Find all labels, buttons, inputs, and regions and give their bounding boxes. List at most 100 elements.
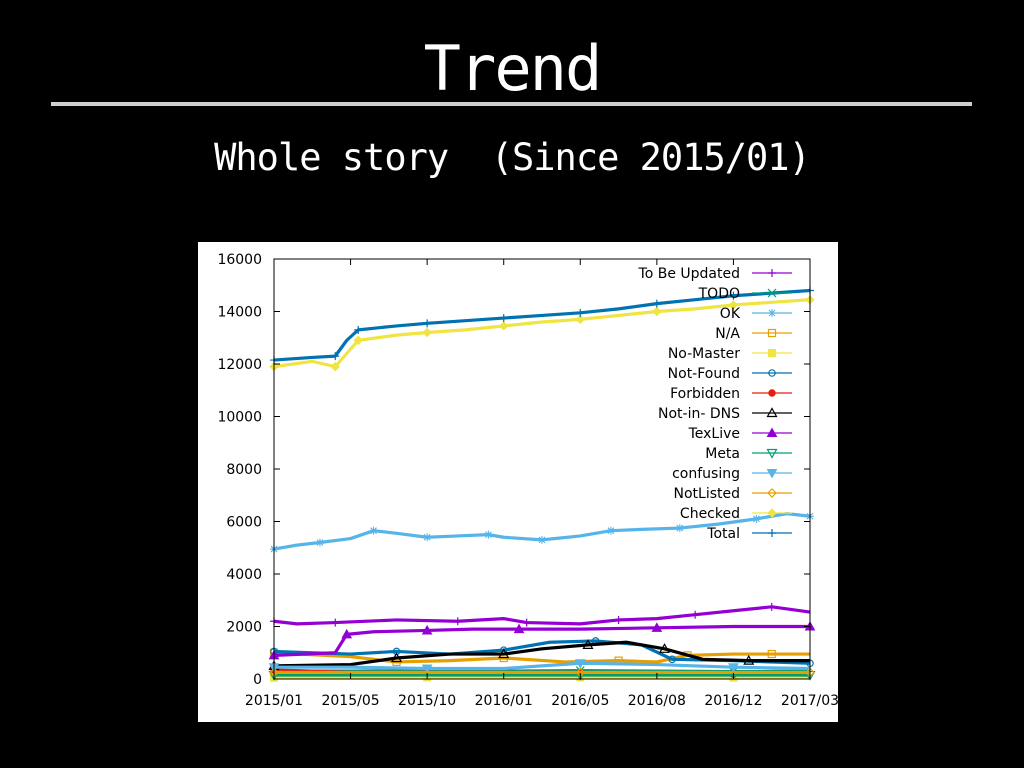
series-total: [270, 286, 814, 365]
legend-item: To Be Updated: [638, 266, 792, 282]
series-to-be-updated: [270, 602, 811, 627]
y-tick-label: 10000: [217, 410, 262, 426]
star-marker: [752, 514, 761, 523]
star-marker: [675, 524, 684, 533]
star-marker: [606, 526, 615, 535]
plus-marker: [453, 617, 462, 626]
x-tick-label: 2017/03: [781, 693, 838, 709]
diamond-marker: [575, 314, 585, 325]
legend-label: No-Master: [668, 346, 740, 362]
y-tick-label: 4000: [226, 567, 262, 583]
star-marker: [484, 530, 493, 539]
legend-item: N/A: [715, 326, 792, 342]
legend-item: Checked: [680, 506, 792, 522]
title-divider: [51, 102, 972, 106]
star-marker: [538, 535, 546, 544]
triangle-down-marker: [574, 659, 586, 669]
series-line: [273, 624, 810, 657]
plus-marker: [522, 618, 531, 627]
y-tick-label: 14000: [217, 305, 262, 321]
diamond-marker: [652, 306, 662, 317]
x-tick-label: 2016/05: [551, 693, 609, 709]
y-tick-label: 16000: [217, 252, 262, 268]
triangle-marker: [651, 622, 663, 632]
triangle-marker: [743, 654, 755, 665]
x-tick-label: 2015/05: [321, 693, 379, 709]
plus-marker: [499, 314, 508, 323]
legend-label: Not-in- DNS: [658, 406, 740, 422]
legend-item: NotListed: [674, 486, 792, 502]
star-marker: [423, 533, 432, 542]
triangle-marker: [498, 648, 510, 659]
axis-ticks-group: 0 2000 4000 6000 8000 10000 12000 14000 16000 201…: [217, 252, 838, 709]
legend: To Be Updated TODO OK N/A No-Master Not-Found…: [638, 266, 792, 542]
chart-canvas: 0 2000 4000 6000 8000 10000 12000 14000 16000 201…: [217, 252, 838, 709]
legend-item: Forbidden: [670, 386, 792, 402]
x-tick-label: 2016/01: [475, 693, 533, 709]
legend-item: OK: [720, 306, 792, 322]
diamond-marker: [353, 335, 363, 346]
circle-marker: [668, 655, 676, 664]
triangle-marker: [390, 652, 403, 663]
legend-item: Meta: [705, 446, 792, 462]
star-marker: [369, 526, 378, 535]
series-not-found: [270, 637, 814, 668]
legend-label: Forbidden: [670, 386, 740, 402]
legend-item: Not-Found: [668, 366, 792, 382]
legend-item: Total: [706, 526, 792, 542]
legend-label: NotListed: [674, 486, 741, 502]
legend-label: Total: [706, 526, 740, 542]
plus-marker: [331, 352, 340, 361]
plot-series-group: [268, 286, 816, 682]
legend-label: Checked: [680, 506, 740, 522]
plus-marker: [652, 299, 661, 308]
legend-label: confusing: [672, 466, 740, 482]
series-confusing: [268, 659, 811, 675]
y-tick-label: 2000: [226, 620, 262, 636]
legend-item: confusing: [672, 466, 792, 482]
triangle-down-marker: [766, 448, 778, 459]
series-line: [273, 605, 811, 626]
square-marker: [768, 349, 776, 357]
x-tick-label: 2016/08: [628, 693, 686, 709]
x-tick-label: 2016/12: [704, 693, 762, 709]
cross-marker: [767, 288, 777, 298]
triangle-down-marker: [728, 663, 739, 673]
series-line: [273, 640, 810, 668]
triangle-marker: [582, 639, 594, 649]
plus-marker: [614, 615, 623, 624]
plus-marker: [767, 602, 776, 611]
legend-label: TODO: [698, 286, 740, 302]
y-tick-label: 0: [253, 672, 262, 688]
slide-title: Trend: [423, 32, 603, 105]
series-line: [274, 661, 811, 671]
plus-marker: [768, 529, 776, 537]
legend-label: N/A: [715, 326, 740, 342]
y-tick-label: 12000: [217, 357, 262, 373]
triangle-down-marker: [421, 664, 433, 675]
series-not-in-dns: [268, 639, 810, 670]
series-line: [273, 651, 810, 664]
plus-marker: [729, 291, 738, 300]
star-marker: [315, 538, 324, 547]
legend-label: Not-Found: [668, 366, 740, 382]
diamond-marker: [499, 321, 509, 331]
plus-marker: [691, 610, 700, 619]
series-line: [273, 512, 811, 551]
x-tick-label: 2015/10: [398, 693, 456, 709]
triangle-marker: [766, 427, 778, 437]
legend-item: TODO: [698, 286, 792, 302]
legend-label: To Be Updated: [638, 266, 740, 282]
square-marker: [767, 649, 776, 659]
slide-subtitle: Whole story (Since 2015/01): [214, 136, 811, 179]
x-tick-label: 2015/01: [245, 693, 303, 709]
star-marker: [768, 309, 776, 317]
legend-item: Not-in- DNS: [658, 406, 792, 422]
series-checked: [269, 294, 815, 372]
diamond-marker: [767, 508, 777, 518]
triangle-marker: [513, 623, 525, 634]
y-tick-label: 6000: [226, 515, 262, 531]
series-texlive: [268, 620, 816, 660]
legend-label: TexLive: [688, 426, 740, 442]
triangle-marker: [658, 643, 671, 653]
